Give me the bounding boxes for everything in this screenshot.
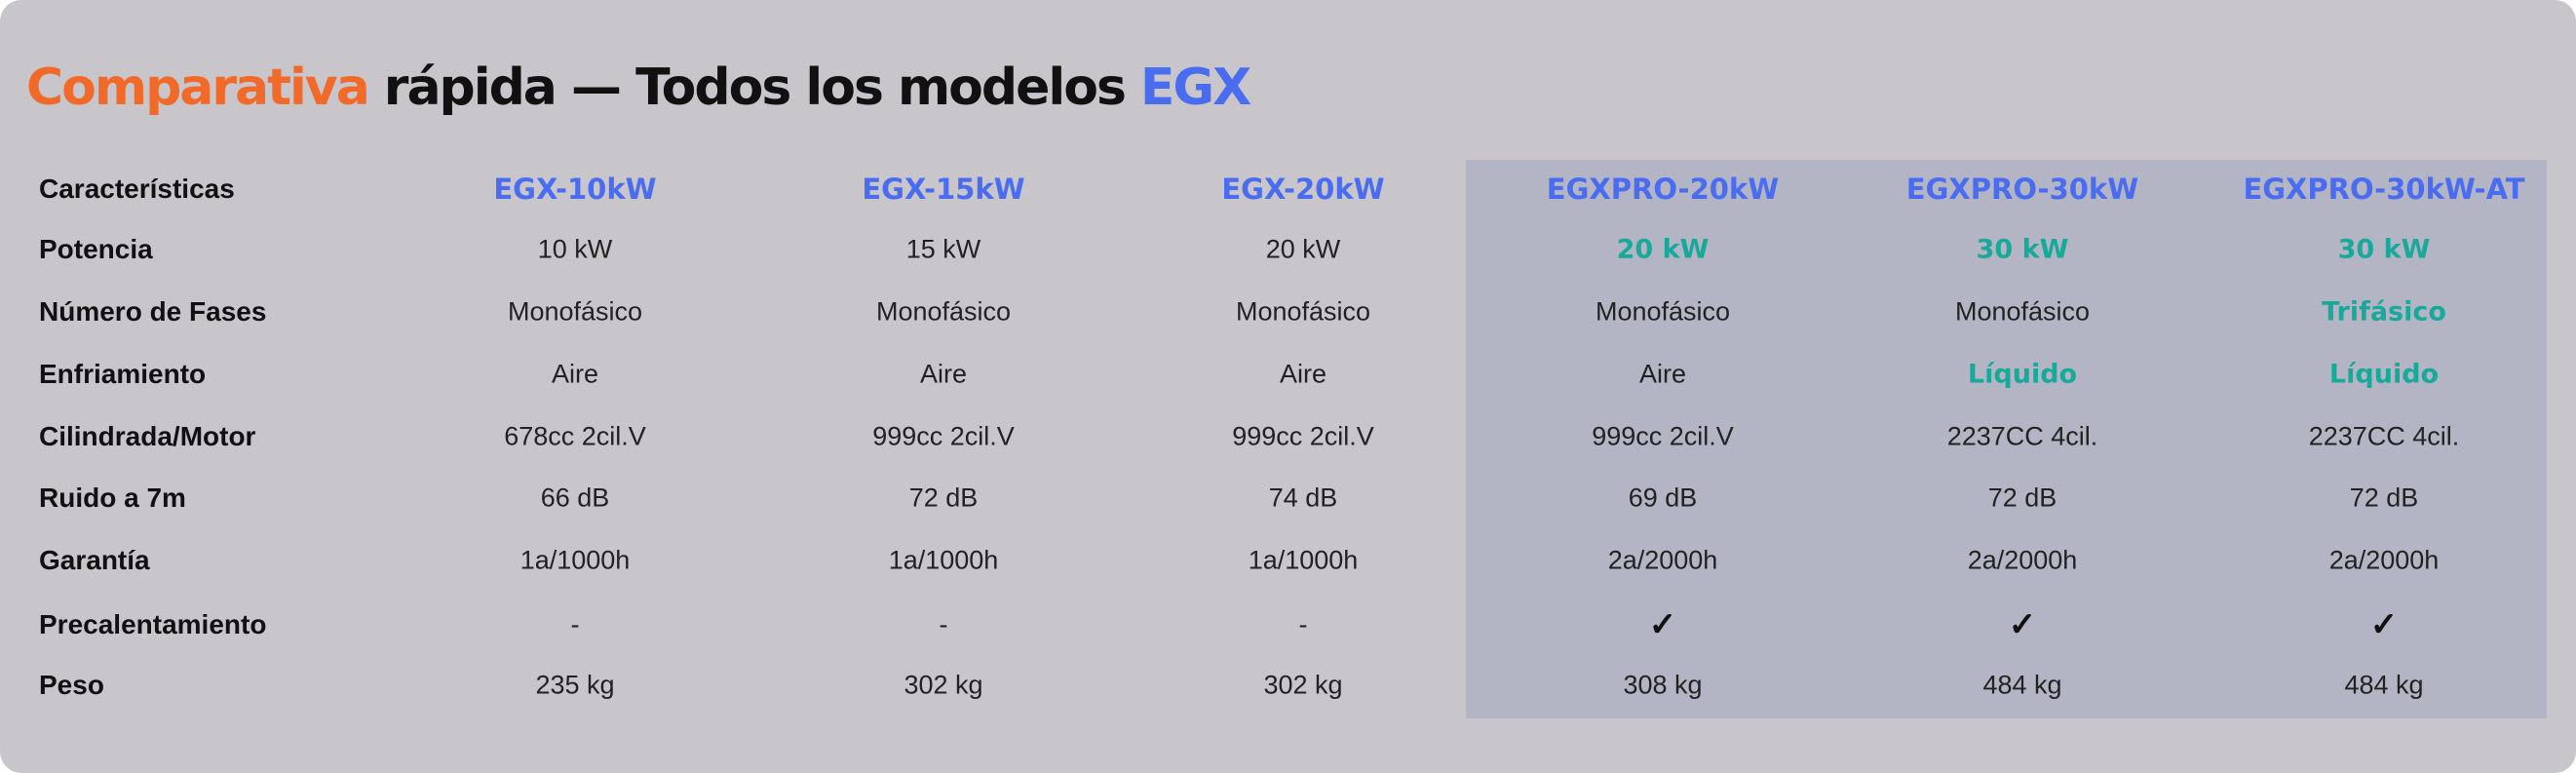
- table-cell: 20 kW: [1616, 234, 1710, 265]
- table-cell: Líquido: [1967, 359, 2078, 390]
- table-cell: 678cc 2cil.V: [504, 421, 646, 451]
- table-cell: Aire: [551, 359, 599, 389]
- row-label: Enfriamiento: [39, 359, 207, 389]
- table-cell: 74 dB: [1268, 483, 1338, 513]
- table-cell: Monofásico: [1954, 296, 2091, 327]
- table-cell: 20 kW: [1265, 234, 1341, 264]
- table-cell: 30 kW: [2337, 234, 2431, 265]
- column-header: EGXPRO-30kW: [1905, 173, 2139, 206]
- title: Comparativa rápida — Todos los modelos EGX: [26, 58, 1265, 117]
- table-cell: Aire: [1638, 359, 1687, 389]
- table-cell: 484 kg: [1982, 670, 2062, 700]
- table-cell: 2a/2000h: [1967, 545, 2078, 575]
- table-cell: 999cc 2cil.V: [1592, 421, 1734, 451]
- row-label: Garantía: [39, 545, 150, 575]
- row-label: Peso: [39, 670, 104, 700]
- table-cell: 999cc 2cil.V: [1232, 421, 1374, 451]
- column-header: EGXPRO-30kW-AT: [2243, 173, 2525, 206]
- row-label: Precalentamiento: [39, 609, 267, 639]
- title-part: EGX: [1139, 58, 1251, 117]
- table-cell: 72 dB: [908, 483, 979, 513]
- column-header: Características: [39, 174, 235, 204]
- row-label: Cilindrada/Motor: [39, 421, 256, 451]
- table-cell: 1a/1000h: [888, 545, 999, 575]
- table-cell: Aire: [919, 359, 968, 389]
- row-label: Potencia: [39, 234, 153, 264]
- table-cell: 2a/2000h: [2328, 545, 2440, 575]
- table-cell: 1a/1000h: [519, 545, 631, 575]
- table-cell: 235 kg: [535, 670, 615, 700]
- table-cell: 2237CC 4cil.: [1946, 421, 2098, 451]
- table-cell: 2a/2000h: [1607, 545, 1718, 575]
- table-cell: 72 dB: [1987, 483, 2057, 513]
- column-header: EGX-10kW: [493, 173, 657, 206]
- row-label: Número de Fases: [39, 296, 267, 327]
- row-label: Ruido a 7m: [39, 483, 186, 513]
- table-cell: 72 dB: [2349, 483, 2419, 513]
- table-cell: ✓: [2008, 606, 2037, 643]
- table-cell: Monofásico: [1595, 296, 1731, 327]
- table-cell: -: [1298, 609, 1308, 639]
- column-header: EGX-15kW: [862, 173, 1025, 206]
- table-cell: 302 kg: [1263, 670, 1343, 700]
- table-cell: 10 kW: [537, 234, 613, 264]
- table-cell: 15 kW: [905, 234, 981, 264]
- table-cell: -: [939, 609, 948, 639]
- table-cell: 69 dB: [1628, 483, 1698, 513]
- table-cell: Trifásico: [2322, 296, 2446, 328]
- table-cell: -: [570, 609, 580, 639]
- column-header: EGXPRO-20kW: [1546, 173, 1780, 206]
- table-cell: 1a/1000h: [1248, 545, 1359, 575]
- table-cell: Monofásico: [507, 296, 643, 327]
- title-part: rápida — Todos los modelos: [383, 58, 1127, 117]
- table-cell: 66 dB: [540, 483, 610, 513]
- column-header: EGX-20kW: [1221, 173, 1385, 206]
- table-cell: Aire: [1279, 359, 1327, 389]
- table-cell: Monofásico: [1235, 296, 1371, 327]
- table-cell: 302 kg: [904, 670, 983, 700]
- pro-highlight: [1466, 160, 2547, 718]
- table-cell: 30 kW: [1976, 234, 2069, 265]
- table-cell: Líquido: [2328, 359, 2440, 390]
- table-cell: ✓: [2369, 606, 2399, 643]
- table-cell: 484 kg: [2344, 670, 2424, 700]
- table-cell: 999cc 2cil.V: [872, 421, 1015, 451]
- table-cell: Monofásico: [875, 296, 1012, 327]
- table-cell: 2237CC 4cil.: [2308, 421, 2460, 451]
- table-cell: ✓: [1648, 606, 1677, 643]
- table-cell: 308 kg: [1623, 670, 1703, 700]
- title-part: Comparativa: [26, 58, 370, 117]
